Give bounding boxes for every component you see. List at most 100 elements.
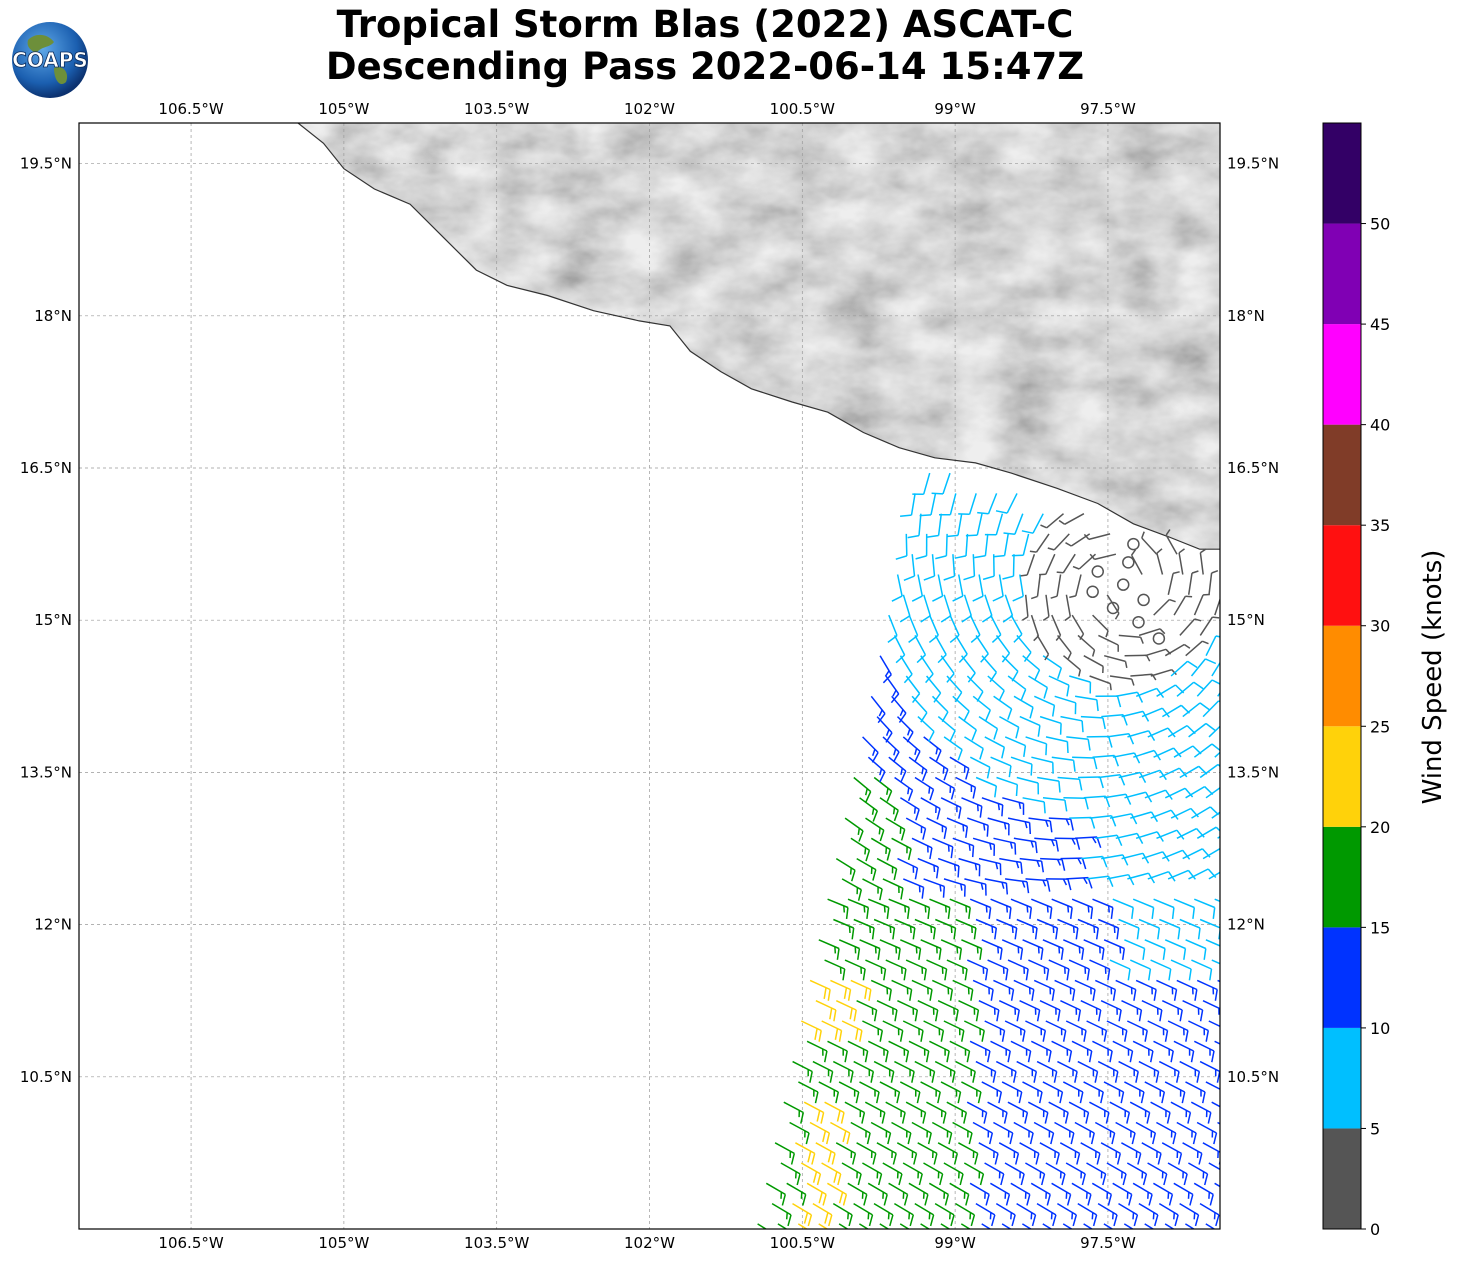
wind-barb: [1068, 959, 1090, 981]
wind-barb: [1205, 1223, 1216, 1229]
colorbar-bin: [1323, 826, 1361, 928]
wind-barb: [1121, 852, 1150, 864]
wind-barb: [978, 715, 999, 740]
wind-barb: [1217, 835, 1220, 839]
lat-tick-label-right: 18°N: [1227, 307, 1265, 325]
wind-barb: [931, 695, 949, 723]
wind-barb: [812, 1060, 834, 1083]
wind-barb: [1130, 549, 1143, 575]
colorbar-tick-label: 20: [1370, 818, 1390, 837]
wind-barb: [894, 1202, 915, 1227]
wind-barb: [967, 817, 989, 837]
wind-barb: [1030, 1040, 1052, 1063]
wind-barb: [1170, 660, 1198, 677]
wind-barb: [965, 513, 983, 537]
wind-barb: [1010, 614, 1023, 643]
wind-barb: [943, 1020, 965, 1042]
wind-barb: [949, 1182, 970, 1206]
wind-barb: [1173, 595, 1193, 616]
wind-barb: [911, 1121, 932, 1145]
wind-barb: [1147, 870, 1176, 882]
wind-barb: [1051, 1040, 1073, 1063]
wind-barb: [1050, 574, 1062, 599]
wind-barb: [938, 493, 957, 516]
wind-barb: [1048, 675, 1070, 697]
wind-barb: [1002, 594, 1014, 623]
wind-barb: [1036, 918, 1059, 940]
wind-barb: [1164, 787, 1194, 799]
wind-barb: [943, 1162, 964, 1186]
wind-barb: [841, 1162, 862, 1186]
colorbar-tick-label: 35: [1370, 516, 1390, 535]
wind-barb: [1045, 878, 1072, 891]
wind-barb: [824, 959, 846, 981]
wind-barb: [963, 1162, 985, 1186]
wind-barb: [1039, 1142, 1060, 1165]
wind-barb: [914, 776, 935, 801]
wind-barb: [972, 979, 994, 1001]
wind-barb: [1158, 1060, 1180, 1083]
wind-barb: [934, 635, 947, 664]
wind-barb: [998, 1142, 1020, 1165]
calm-wind-circle: [1127, 537, 1140, 551]
wind-barb: [914, 1060, 936, 1083]
wind-barb: [1010, 898, 1033, 919]
wind-barb: [1057, 918, 1079, 940]
wind-barb: [993, 837, 1017, 855]
wind-barb: [1153, 898, 1175, 919]
wind-barb: [1199, 1060, 1220, 1083]
wind-barb: [1083, 1223, 1094, 1229]
wind-barb: [1092, 1040, 1113, 1063]
wind-barb: [914, 918, 936, 940]
lon-tick-label-bottom: 97.5°W: [1080, 1234, 1136, 1252]
wind-barb: [1095, 695, 1122, 708]
wind-barb: [920, 1081, 941, 1104]
wind-barb: [786, 1182, 807, 1206]
wind-barb: [879, 939, 901, 960]
wind-barb: [771, 1202, 792, 1227]
colorbar-frame: [1322, 122, 1362, 1230]
wind-barb: [984, 1020, 1006, 1042]
wind-barb: [1042, 939, 1064, 960]
wind-barb: [1132, 1040, 1154, 1063]
wind-barb: [1025, 878, 1051, 892]
wind-barb: [1001, 939, 1024, 960]
colorbar-label: Wind Speed (knots): [1418, 550, 1448, 805]
wind-barb: [969, 1182, 990, 1206]
wind-barb: [1144, 1223, 1155, 1229]
wind-barb: [935, 533, 948, 560]
wind-barb: [830, 1121, 851, 1145]
wind-barb: [929, 756, 949, 781]
wind-barb: [797, 1223, 809, 1229]
colorbar-bin: [1323, 424, 1361, 526]
logo-text: COAPS: [12, 48, 88, 72]
wind-barb: [1190, 658, 1217, 677]
wind-barb: [1074, 979, 1096, 1001]
wind-barb: [812, 1202, 833, 1227]
wind-barb: [1054, 837, 1081, 850]
wind-barb: [920, 655, 934, 684]
colorbar-tick-label: 5: [1370, 1119, 1380, 1138]
wind-barb: [990, 898, 1012, 919]
wind-barb: [1003, 513, 1024, 535]
coastline: [297, 123, 1220, 550]
wind-barb: [1124, 939, 1146, 960]
wind-barb: [911, 979, 933, 1001]
wind-barb: [1191, 959, 1213, 981]
wind-barb: [932, 574, 944, 602]
wind-barb: [1057, 634, 1072, 660]
wind-barb: [1173, 1040, 1195, 1063]
wind-barb: [990, 614, 1002, 643]
lat-tick-label-left: 10.5°N: [20, 1068, 72, 1086]
wind-barb: [978, 1142, 999, 1165]
wind-barb: [963, 1020, 985, 1042]
wind-barb: [926, 817, 948, 839]
wind-barb: [923, 1020, 945, 1042]
wind-barb: [818, 1223, 829, 1229]
wind-barb: [870, 695, 886, 724]
wind-barb: [1048, 1101, 1069, 1124]
wind-barb: [867, 1040, 889, 1063]
wind-barb: [803, 1101, 825, 1124]
wind-barb: [1100, 1000, 1122, 1022]
wind-barb: [949, 614, 960, 643]
